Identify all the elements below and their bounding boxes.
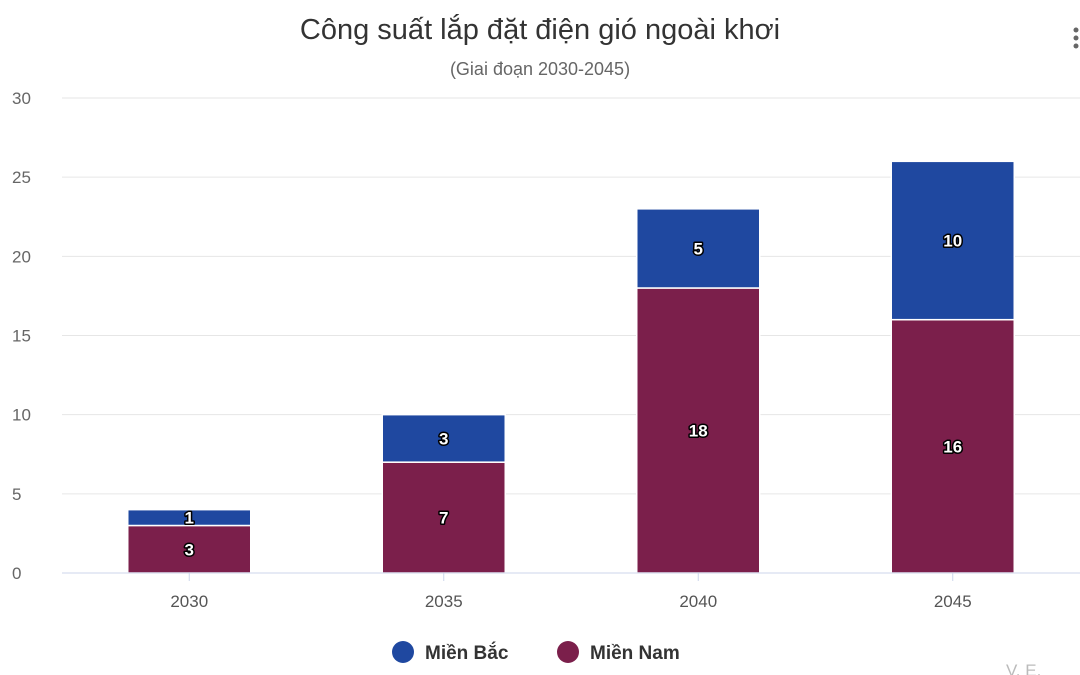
y-tick-label: 5	[12, 485, 21, 504]
legend-label: Miền Bắc	[425, 642, 509, 664]
y-tick-label: 25	[12, 168, 31, 187]
chart-subtitle: (Giai đoạn 2030-2045)	[450, 59, 630, 79]
svg-text:V. E.: V. E.	[1006, 661, 1041, 675]
bar-miền-bắc-2040[interactable]	[636, 208, 761, 289]
legend-item-miền-bắc[interactable]: Miền Bắc	[392, 641, 509, 664]
y-tick-label: 15	[12, 327, 31, 346]
y-tick-label: 30	[12, 89, 31, 108]
y-tick-label: 10	[12, 406, 31, 425]
x-axis: 2030 2035 2040 2045	[62, 572, 1080, 611]
y-tick-label: 0	[12, 564, 21, 583]
bar-miền-bắc-2030[interactable]	[127, 508, 252, 527]
bars	[127, 160, 1015, 574]
data-labels: 3 1 7 3 18 5 16 10	[183, 230, 964, 561]
data-label: 3	[439, 429, 448, 448]
y-axis: 0 5 10 15 20 25 30	[12, 89, 31, 583]
data-label: 5	[694, 239, 703, 258]
data-label: 3	[185, 540, 194, 559]
legend-marker	[557, 641, 579, 663]
data-label: 18	[689, 422, 708, 441]
bar-miền-nam-2045[interactable]	[890, 318, 1015, 574]
legend-label: Miền Nam	[590, 643, 680, 664]
legend-marker	[392, 641, 414, 663]
data-label: 7	[439, 509, 448, 528]
data-label: 10	[943, 232, 962, 251]
legend-item-miền-nam[interactable]: Miền Nam	[557, 641, 680, 664]
x-tick-label: 2035	[425, 592, 463, 611]
bar-miền-bắc-2035[interactable]	[381, 413, 506, 463]
legend[interactable]: Miền Bắc Miền Nam	[392, 641, 680, 664]
data-label: 1	[185, 509, 194, 528]
chart-menu-icon[interactable]	[1068, 26, 1080, 50]
y-tick-label: 20	[12, 247, 31, 266]
chart-title: Công suất lắp đặt điện gió ngoài khơi	[300, 13, 780, 46]
bar-miền-bắc-2045[interactable]	[890, 160, 1015, 321]
data-label: 16	[943, 437, 962, 456]
x-tick-label: 2030	[170, 592, 208, 611]
x-tick-label: 2045	[934, 592, 972, 611]
bottom-right-watermark: V. E.	[1006, 661, 1041, 675]
x-tick-label: 2040	[679, 592, 717, 611]
